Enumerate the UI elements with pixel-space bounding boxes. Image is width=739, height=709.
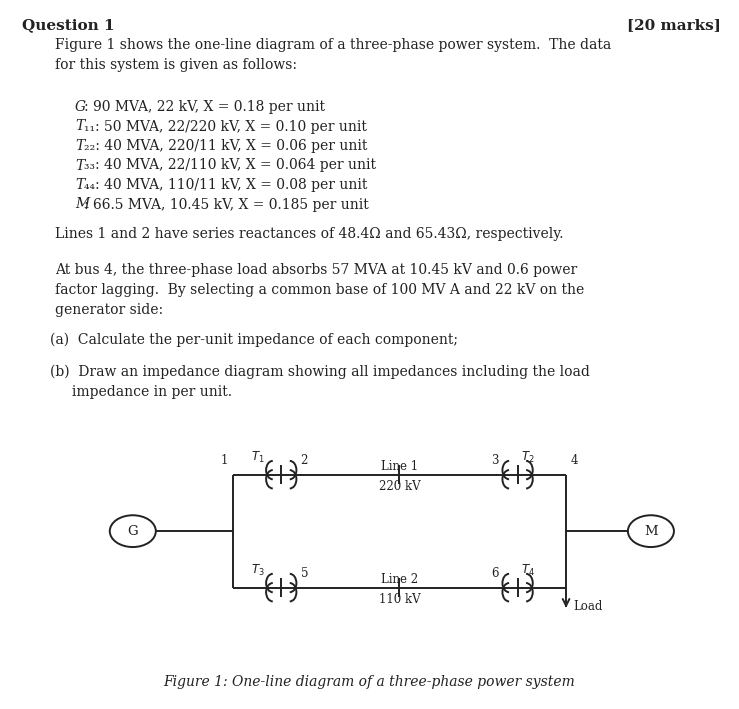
Text: Figure 1 shows the one-line diagram of a three-phase power system.  The data
for: Figure 1 shows the one-line diagram of a… xyxy=(55,38,611,72)
Text: [20 marks]: [20 marks] xyxy=(627,18,721,32)
Text: : 66.5 MVA, 10.45 kV, X = 0.185 per unit: : 66.5 MVA, 10.45 kV, X = 0.185 per unit xyxy=(84,198,369,211)
Text: Line 1: Line 1 xyxy=(381,459,418,473)
Text: T: T xyxy=(75,139,84,153)
Text: $T_1$: $T_1$ xyxy=(251,450,265,465)
Text: M: M xyxy=(75,198,89,211)
Text: At bus 4, the three-phase load absorbs 57 MVA at 10.45 kV and 0.6 power
factor l: At bus 4, the three-phase load absorbs 5… xyxy=(55,263,585,317)
Text: 6: 6 xyxy=(491,567,498,580)
Text: (b)  Draw an impedance diagram showing all impedances including the load
     im: (b) Draw an impedance diagram showing al… xyxy=(50,365,590,399)
Text: Figure 1: One-line diagram of a three-phase power system: Figure 1: One-line diagram of a three-ph… xyxy=(163,675,576,689)
Text: G: G xyxy=(128,525,138,537)
Text: 5: 5 xyxy=(301,567,308,580)
Text: 2: 2 xyxy=(301,454,308,467)
Text: T: T xyxy=(75,120,84,133)
Text: T: T xyxy=(75,159,84,172)
Text: ₁₁: 50 MVA, 22/220 kV, X = 0.10 per unit: ₁₁: 50 MVA, 22/220 kV, X = 0.10 per unit xyxy=(84,120,367,133)
Text: $T_2$: $T_2$ xyxy=(520,450,534,465)
Text: 4: 4 xyxy=(571,454,579,467)
Text: (a)  Calculate the per-unit impedance of each component;: (a) Calculate the per-unit impedance of … xyxy=(50,333,458,347)
Text: G: G xyxy=(75,100,86,114)
Text: T: T xyxy=(75,178,84,192)
Text: 110 kV: 110 kV xyxy=(378,593,420,605)
Text: Line 2: Line 2 xyxy=(381,573,418,586)
Text: Question 1: Question 1 xyxy=(22,18,115,32)
Text: 3: 3 xyxy=(491,454,498,467)
Text: Lines 1 and 2 have series reactances of 48.4Ω and 65.43Ω, respectively.: Lines 1 and 2 have series reactances of … xyxy=(55,227,564,241)
Text: M: M xyxy=(644,525,658,537)
Text: Load: Load xyxy=(573,600,603,613)
Text: 1: 1 xyxy=(220,454,228,467)
Text: $T_4$: $T_4$ xyxy=(520,563,534,578)
Text: : 90 MVA, 22 kV, X = 0.18 per unit: : 90 MVA, 22 kV, X = 0.18 per unit xyxy=(84,100,325,114)
Text: 220 kV: 220 kV xyxy=(378,480,420,493)
Text: $T_3$: $T_3$ xyxy=(251,563,265,578)
Text: ₄₄: 40 MVA, 110/11 kV, X = 0.08 per unit: ₄₄: 40 MVA, 110/11 kV, X = 0.08 per unit xyxy=(84,178,367,192)
Text: ₂₂: 40 MVA, 220/11 kV, X = 0.06 per unit: ₂₂: 40 MVA, 220/11 kV, X = 0.06 per unit xyxy=(84,139,367,153)
Text: ₃₃: 40 MVA, 22/110 kV, X = 0.064 per unit: ₃₃: 40 MVA, 22/110 kV, X = 0.064 per uni… xyxy=(84,159,376,172)
